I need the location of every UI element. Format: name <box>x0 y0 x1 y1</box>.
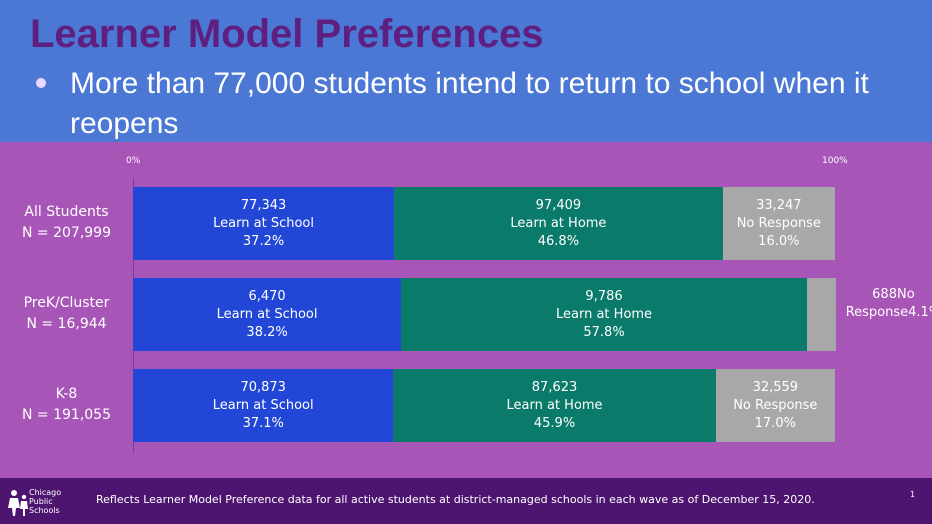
data-label-count: 9,786 <box>585 288 623 304</box>
data-label-series: Learn at School <box>216 306 318 322</box>
data-label-series: Learn at Home <box>510 215 607 231</box>
data-label-count: 6,470 <box>248 288 286 304</box>
logo-line: Chicago <box>29 488 62 497</box>
data-label-count: 77,343 <box>240 197 287 213</box>
data-label-percent: 37.2% <box>242 233 285 249</box>
outside-data-label: 688No Response4.1% <box>846 286 932 322</box>
bar-segment-home: 97,409 Learn at Home 46.8% <box>394 187 723 260</box>
data-label-percent: 46.8% <box>537 233 580 249</box>
bar-segment-school: 70,873 Learn at School 37.1% <box>133 369 394 442</box>
data-label-series: Learn at Home <box>506 397 603 413</box>
bullet-text: More than 77,000 students intend to retu… <box>70 67 869 140</box>
data-label-count: 87,623 <box>531 379 578 395</box>
category-label: K-8 N = 191,055 <box>0 384 133 426</box>
chicago-public-schools-logo <box>8 490 28 516</box>
data-label-series: Learn at Home <box>556 306 653 322</box>
logo-line: Schools <box>29 506 60 515</box>
data-label-count: 97,409 <box>535 197 582 213</box>
data-label-series: No Response <box>845 287 915 320</box>
data-label-percent: 45.9% <box>533 415 576 431</box>
data-label-percent: 16.0% <box>758 233 800 249</box>
data-label-count: 33,247 <box>756 197 802 213</box>
data-label-count: 70,873 <box>240 379 286 395</box>
data-label-percent: 37.1% <box>242 415 284 431</box>
category-name: K-8 <box>55 386 78 402</box>
data-label-percent: 4.1% <box>908 305 932 320</box>
category-label: All Students N = 207,999 <box>0 202 133 244</box>
bar-row: 6,470 Learn at School 38.2% 9,786 Learn at H… <box>133 278 836 351</box>
bar-segment-noresp: 32,559 No Response 17.0% <box>715 369 835 442</box>
category-name: PreK/Cluster <box>23 295 110 311</box>
data-label-count: 688 <box>872 287 897 302</box>
data-label-percent: 57.8% <box>583 324 625 340</box>
data-label-series: No Response <box>736 215 821 231</box>
footer-band <box>0 478 932 524</box>
scale-min-label: 0% <box>126 156 141 166</box>
bullet-icon <box>36 78 46 88</box>
bar-segment-home: 87,623 Learn at Home 45.9% <box>393 369 716 442</box>
bar-segment-home: 9,786 Learn at Home 57.8% <box>401 278 807 351</box>
category-name: All Students <box>24 204 109 220</box>
data-label-percent: 38.2% <box>246 324 288 340</box>
data-label-percent: 17.0% <box>754 415 796 431</box>
bar-row: 77,343 Learn at School 37.2% 97,409 Learn at… <box>133 187 835 260</box>
logo-wordmark: Chicago Public Schools <box>29 488 61 515</box>
data-label-series: No Response <box>733 397 818 413</box>
category-count: N = 16,944 <box>26 316 107 332</box>
bar-row: 70,873 Learn at School 37.1% 87,623 Learn at… <box>133 369 835 442</box>
category-label: PreK/Cluster N = 16,944 <box>0 293 133 335</box>
data-label-series: Learn at School <box>213 215 314 231</box>
footer-note: Reflects Learner Model Preference data f… <box>96 493 815 506</box>
logo-line: Public <box>29 497 53 506</box>
bar-segment-noresp: 33,247 No Response 16.0% <box>722 187 835 260</box>
category-count: N = 191,055 <box>22 407 111 423</box>
header-band <box>0 0 932 142</box>
page-number: 1 <box>910 490 916 499</box>
bar-segment-noresp <box>806 278 836 351</box>
bar-segment-school: 77,343 Learn at School 37.2% <box>133 187 395 260</box>
data-label-count: 32,559 <box>752 379 799 395</box>
data-label-series: Learn at School <box>212 397 314 413</box>
category-count: N = 207,999 <box>22 225 111 241</box>
scale-max-label: 100% <box>822 156 848 166</box>
slide-title: Learner Model Preferences <box>30 12 544 56</box>
bar-segment-school: 6,470 Learn at School 38.2% <box>133 278 402 351</box>
